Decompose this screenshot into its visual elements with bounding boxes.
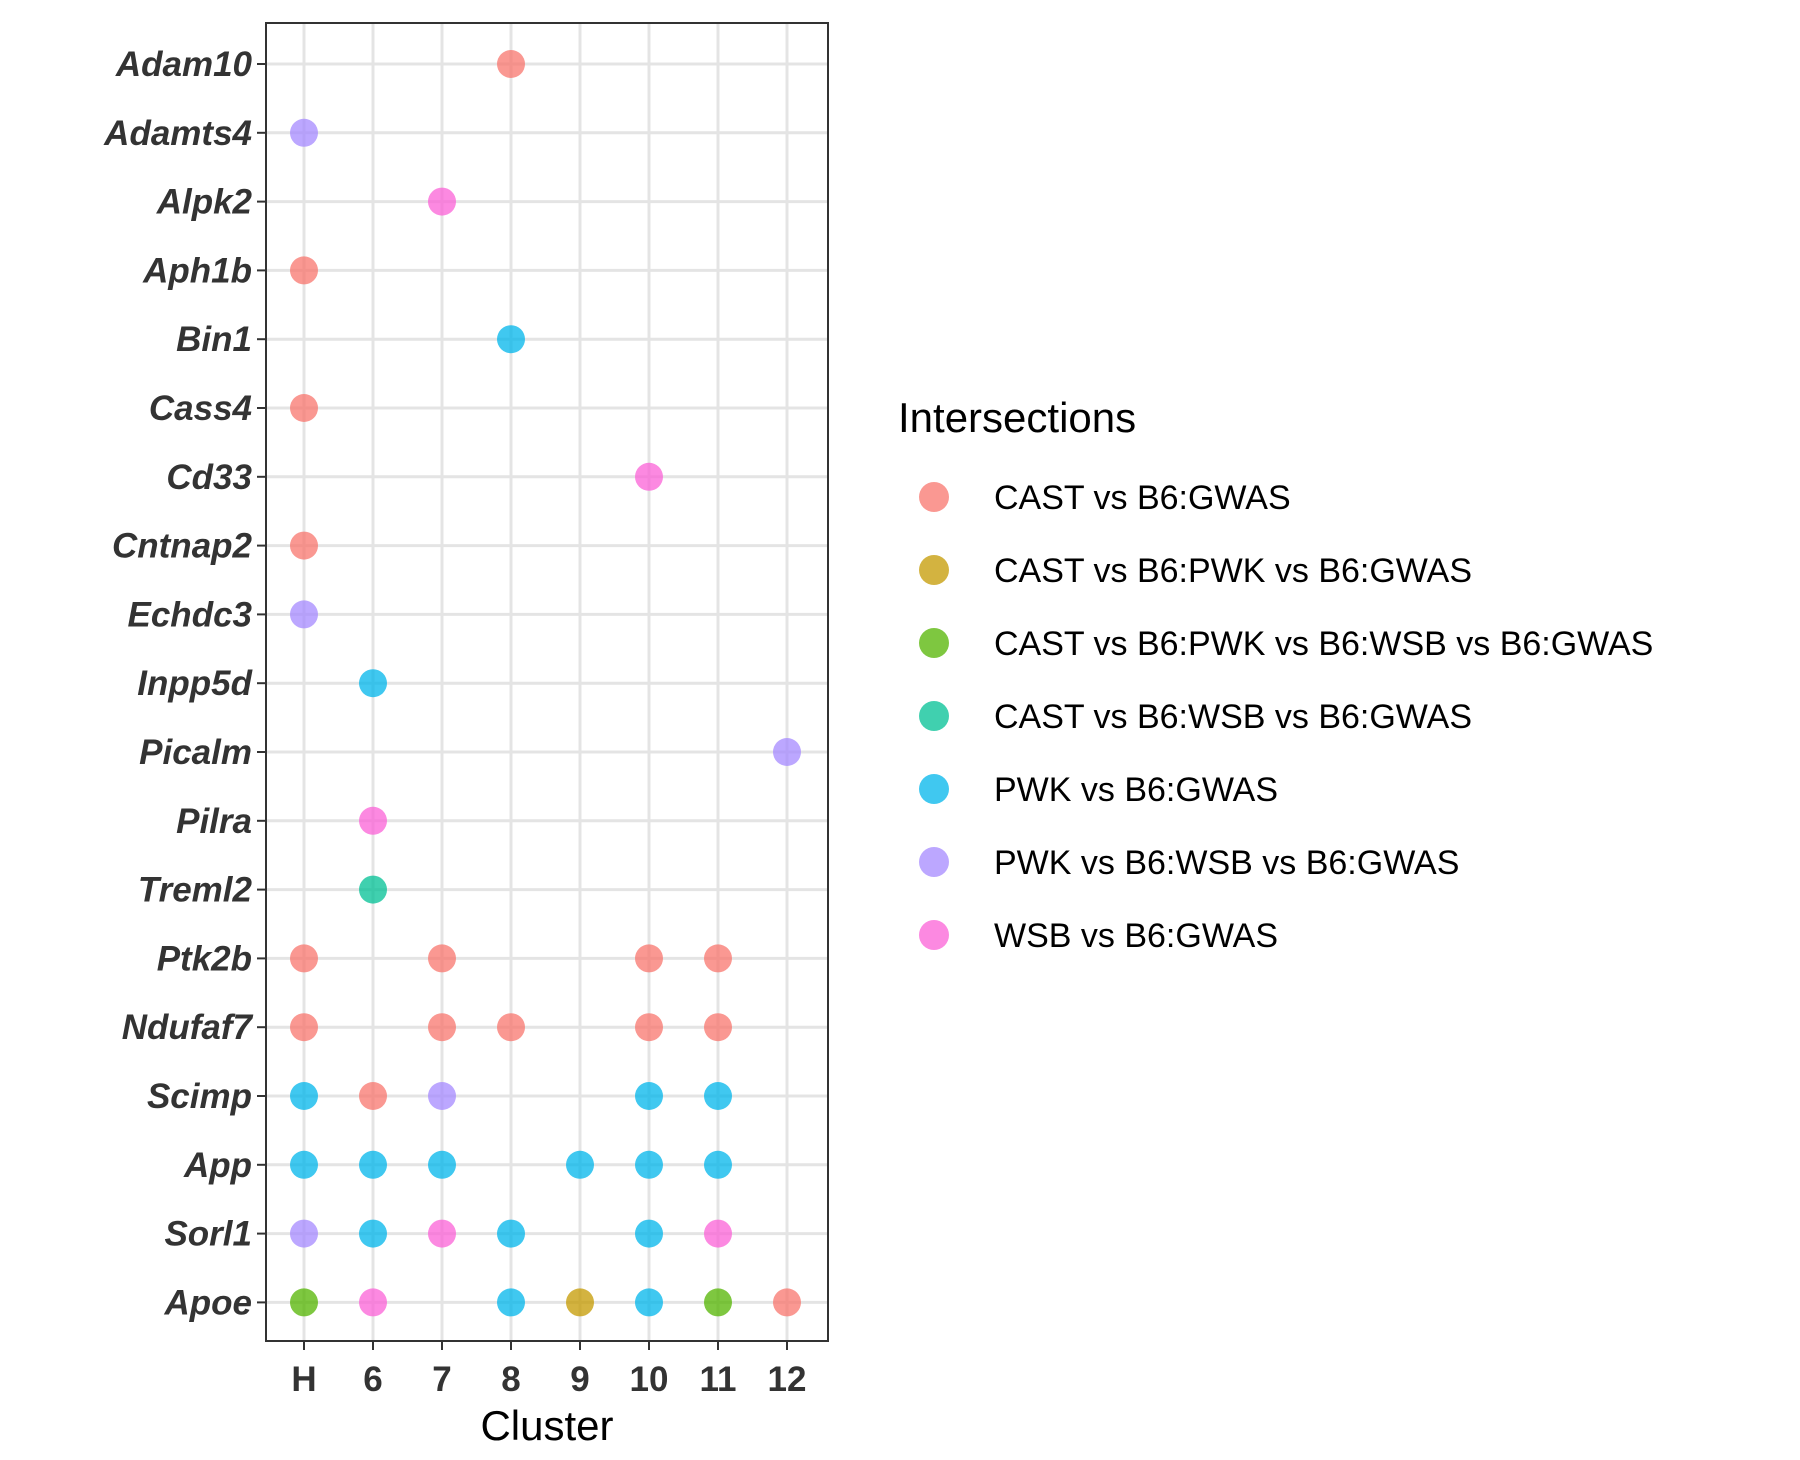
x-tick-label-h: H bbox=[291, 1360, 316, 1399]
legend-key-cast-vs-b6-gwas bbox=[919, 482, 949, 512]
x-tick-label-7: 7 bbox=[432, 1360, 451, 1399]
y-tick-label-cd33: Cd33 bbox=[166, 458, 252, 497]
point-ndufaf7-h bbox=[290, 1013, 318, 1042]
point-inpp5d-6 bbox=[359, 669, 387, 698]
y-tick-label-picalm: Picalm bbox=[139, 733, 252, 772]
point-app-h bbox=[290, 1150, 318, 1179]
y-tick-label-cntnap2: Cntnap2 bbox=[112, 527, 253, 566]
y-axis: Adam10 Adamts4 Alpk2 Aph1b Bin1 Cass4 Cd33 Cntn… bbox=[103, 45, 266, 1322]
y-tick-label-pilra: Pilra bbox=[176, 802, 252, 841]
point-scimp-7 bbox=[428, 1082, 456, 1110]
point-sorl1-11 bbox=[704, 1219, 732, 1248]
legend-key-cast-vs-b6-wsb-vs-b6-gwas bbox=[919, 701, 949, 731]
point-app-10 bbox=[635, 1150, 663, 1179]
point-ndufaf7-10 bbox=[635, 1013, 663, 1042]
point-sorl1-8 bbox=[497, 1219, 525, 1248]
x-axis: H 6 7 8 9 10 11 12 bbox=[291, 1341, 806, 1399]
legend: Intersections CAST vs B6:GWAS CAST vs B6:… bbox=[898, 394, 1653, 955]
legend-key-wsb-vs-b6-gwas bbox=[919, 920, 949, 950]
point-treml2-6 bbox=[359, 875, 387, 904]
point-alpk2-7 bbox=[428, 187, 456, 216]
point-ndufaf7-7 bbox=[428, 1013, 456, 1042]
point-cass4-h bbox=[290, 394, 318, 422]
legend-label-cast-vs-b6-pwk-vs-b6-wsb-vs-b6-gwas: CAST vs B6:PWK vs B6:WSB vs B6:GWAS bbox=[994, 625, 1653, 663]
point-sorl1-h bbox=[290, 1219, 318, 1248]
x-tick-label-8: 8 bbox=[501, 1360, 520, 1399]
y-tick-label-adam10: Adam10 bbox=[115, 45, 253, 84]
y-tick-label-aph1b: Aph1b bbox=[142, 251, 252, 290]
point-apoe-12 bbox=[773, 1288, 801, 1317]
legend-key-pwk-vs-b6-wsb-vs-b6-gwas bbox=[919, 847, 949, 877]
y-tick-label-sorl1: Sorl1 bbox=[164, 1215, 252, 1254]
point-apoe-8 bbox=[497, 1288, 525, 1317]
y-tick-label-apoe: Apoe bbox=[164, 1283, 253, 1322]
y-tick-label-app: App bbox=[183, 1146, 252, 1185]
legend-label-pwk-vs-b6-gwas: PWK vs B6:GWAS bbox=[994, 771, 1278, 809]
point-scimp-6 bbox=[359, 1082, 387, 1110]
point-apoe-h bbox=[290, 1288, 318, 1317]
legend-label-wsb-vs-b6-gwas: WSB vs B6:GWAS bbox=[994, 917, 1278, 955]
point-sorl1-6 bbox=[359, 1219, 387, 1248]
legend-label-cast-vs-b6-gwas: CAST vs B6:GWAS bbox=[994, 479, 1291, 517]
point-scimp-11 bbox=[704, 1082, 732, 1110]
point-pilra-6 bbox=[359, 806, 387, 835]
legend-label-cast-vs-b6-pwk-vs-b6-gwas: CAST vs B6:PWK vs B6:GWAS bbox=[994, 552, 1472, 590]
point-ndufaf7-11 bbox=[704, 1013, 732, 1042]
point-ptk2b-10 bbox=[635, 944, 663, 973]
point-ptk2b-11 bbox=[704, 944, 732, 973]
data-points bbox=[290, 50, 801, 1317]
y-tick-label-alpk2: Alpk2 bbox=[156, 183, 253, 222]
x-axis-title: Cluster bbox=[480, 1402, 613, 1449]
point-cd33-10 bbox=[635, 462, 663, 491]
point-adam10-8 bbox=[497, 50, 525, 78]
plot-border bbox=[265, 22, 829, 1342]
legend-key-cast-vs-b6-pwk-vs-b6-wsb-vs-b6-gwas bbox=[919, 628, 949, 658]
point-sorl1-10 bbox=[635, 1219, 663, 1248]
point-app-7 bbox=[428, 1150, 456, 1179]
x-tick-label-12: 12 bbox=[768, 1360, 807, 1399]
point-adamts4-h bbox=[290, 118, 318, 147]
y-tick-label-bin1: Bin1 bbox=[176, 320, 252, 359]
x-tick-label-10: 10 bbox=[630, 1360, 669, 1399]
gridlines bbox=[266, 23, 828, 1341]
point-apoe-10 bbox=[635, 1288, 663, 1317]
point-scimp-10 bbox=[635, 1082, 663, 1110]
point-cntnap2-h bbox=[290, 531, 318, 560]
point-ndufaf7-8 bbox=[497, 1013, 525, 1042]
point-scimp-h bbox=[290, 1082, 318, 1110]
point-ptk2b-7 bbox=[428, 944, 456, 973]
x-tick-label-6: 6 bbox=[363, 1360, 382, 1399]
legend-title: Intersections bbox=[898, 394, 1136, 441]
point-app-6 bbox=[359, 1150, 387, 1179]
y-tick-label-inpp5d: Inpp5d bbox=[137, 664, 252, 703]
y-tick-label-adamts4: Adamts4 bbox=[103, 114, 252, 153]
point-echdc3-h bbox=[290, 600, 318, 629]
y-tick-label-scimp: Scimp bbox=[147, 1077, 252, 1116]
x-tick-label-11: 11 bbox=[700, 1360, 737, 1399]
point-sorl1-7 bbox=[428, 1219, 456, 1248]
point-bin1-8 bbox=[497, 325, 525, 354]
y-tick-label-ndufaf7: Ndufaf7 bbox=[122, 1008, 254, 1047]
point-app-9 bbox=[566, 1150, 594, 1179]
point-picalm-12 bbox=[773, 738, 801, 766]
point-apoe-6 bbox=[359, 1288, 387, 1317]
y-tick-label-cass4: Cass4 bbox=[149, 389, 252, 428]
legend-key-cast-vs-b6-pwk-vs-b6-gwas bbox=[919, 555, 949, 585]
y-tick-label-echdc3: Echdc3 bbox=[128, 595, 253, 634]
legend-label-cast-vs-b6-wsb-vs-b6-gwas: CAST vs B6:WSB vs B6:GWAS bbox=[994, 698, 1472, 736]
point-apoe-9 bbox=[566, 1288, 594, 1317]
point-ptk2b-h bbox=[290, 944, 318, 973]
point-app-11 bbox=[704, 1150, 732, 1179]
y-tick-label-treml2: Treml2 bbox=[138, 871, 253, 910]
y-tick-label-ptk2b: Ptk2b bbox=[157, 939, 252, 978]
x-tick-label-9: 9 bbox=[570, 1360, 589, 1399]
legend-label-pwk-vs-b6-wsb-vs-b6-gwas: PWK vs B6:WSB vs B6:GWAS bbox=[994, 844, 1459, 882]
legend-key-pwk-vs-b6-gwas bbox=[919, 774, 949, 804]
point-aph1b-h bbox=[290, 256, 318, 285]
point-apoe-11 bbox=[704, 1288, 732, 1317]
